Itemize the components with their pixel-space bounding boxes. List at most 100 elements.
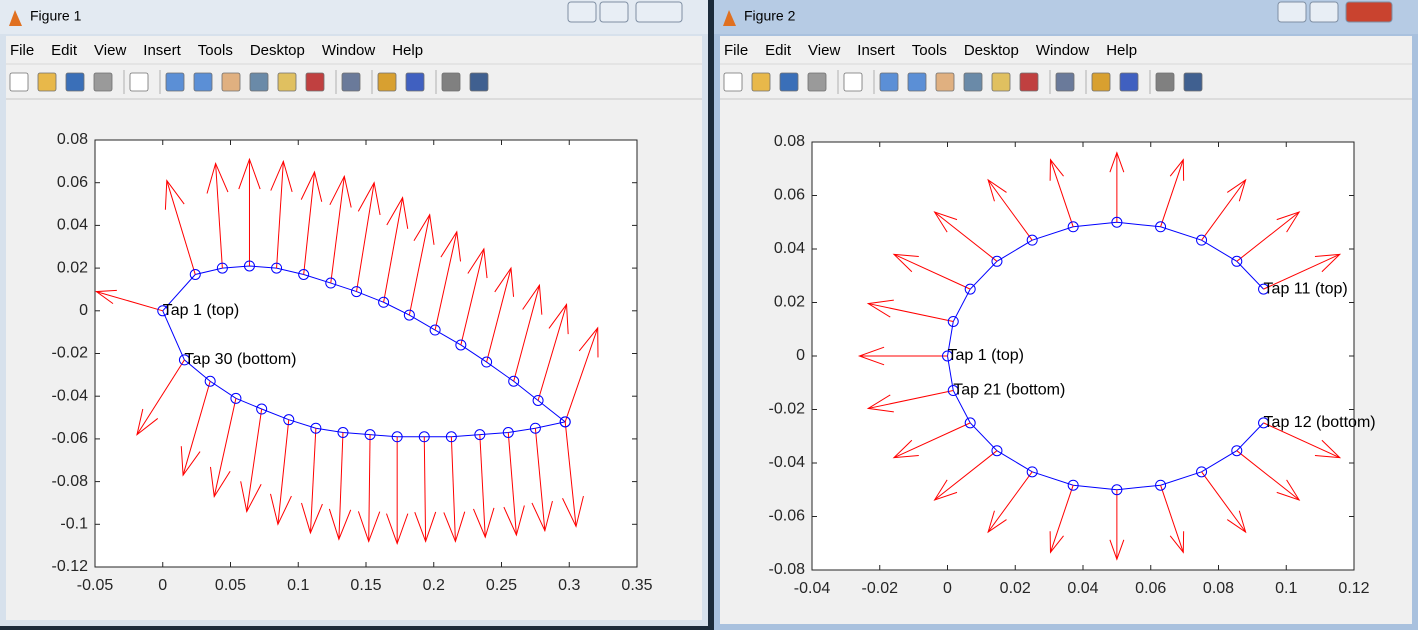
menu-item[interactable]: View bbox=[94, 42, 126, 59]
tap-marker bbox=[964, 417, 976, 429]
toolbar-button[interactable] bbox=[779, 72, 799, 92]
toolbar-button[interactable] bbox=[377, 72, 397, 92]
arrow-shaft bbox=[423, 436, 427, 542]
arrow bbox=[1049, 485, 1074, 554]
arrow-shaft bbox=[537, 304, 568, 401]
arrow bbox=[513, 283, 543, 382]
toolbar-button[interactable] bbox=[277, 72, 297, 92]
y-tick-label: -0.1 bbox=[60, 516, 88, 533]
arrow bbox=[892, 422, 971, 459]
toolbar-button[interactable] bbox=[193, 72, 213, 92]
toolbar-button[interactable] bbox=[1155, 72, 1175, 92]
menu-item[interactable]: Edit bbox=[51, 42, 78, 59]
arrow bbox=[1236, 450, 1301, 501]
arrow bbox=[486, 266, 515, 363]
toolbar-button[interactable] bbox=[341, 72, 361, 92]
toolbar-button[interactable] bbox=[751, 72, 771, 92]
tap-marker bbox=[942, 350, 953, 362]
arrow-head bbox=[933, 479, 958, 501]
menu-item[interactable]: Help bbox=[1106, 42, 1137, 59]
menu-item[interactable]: Edit bbox=[765, 42, 792, 59]
x-tick-label: 0 bbox=[943, 580, 952, 597]
toolbar-button[interactable] bbox=[65, 72, 85, 92]
y-tick-label: 0.04 bbox=[57, 217, 88, 234]
arrow-head bbox=[1109, 539, 1125, 561]
arrow-head bbox=[1169, 158, 1185, 181]
toolbar-button[interactable] bbox=[843, 72, 863, 92]
y-tick-label: 0.06 bbox=[774, 187, 805, 204]
menu-item[interactable]: Help bbox=[392, 42, 423, 59]
tap-marker bbox=[429, 324, 441, 336]
arrow bbox=[1160, 158, 1185, 227]
menu-item[interactable]: File bbox=[724, 42, 748, 59]
y-tick-label: -0.08 bbox=[52, 473, 89, 490]
minimize-button[interactable] bbox=[1277, 1, 1307, 23]
y-tick-label: 0 bbox=[796, 347, 805, 364]
arrow bbox=[1049, 158, 1074, 227]
arrow-shaft bbox=[277, 419, 290, 525]
arrow-shaft bbox=[1160, 485, 1184, 553]
toolbar-button[interactable] bbox=[305, 72, 325, 92]
menu-item[interactable]: Desktop bbox=[250, 42, 305, 59]
toolbar-button[interactable] bbox=[129, 72, 149, 92]
menu-item[interactable]: Tools bbox=[198, 42, 233, 59]
menu-item[interactable]: Insert bbox=[143, 42, 181, 59]
tap-marker bbox=[1258, 417, 1270, 429]
toolbar-button[interactable] bbox=[405, 72, 425, 92]
tap-marker bbox=[481, 356, 493, 368]
toolbar-button[interactable] bbox=[1183, 72, 1203, 92]
arrow bbox=[240, 408, 263, 513]
tap-marker bbox=[508, 375, 520, 387]
toolbar-button[interactable] bbox=[991, 72, 1011, 92]
arrow-shaft bbox=[479, 434, 486, 538]
menu-item[interactable]: View bbox=[808, 42, 840, 59]
toolbar-button[interactable] bbox=[1091, 72, 1111, 92]
toolbar-button[interactable] bbox=[469, 72, 489, 92]
arrow-shaft bbox=[1160, 159, 1184, 227]
arrow-shaft bbox=[893, 422, 971, 459]
toolbar-button[interactable] bbox=[807, 72, 827, 92]
x-tick-label: 0.25 bbox=[486, 577, 517, 594]
maximize-button[interactable] bbox=[1309, 1, 1339, 23]
toolbar-button[interactable] bbox=[441, 72, 461, 92]
close-button[interactable] bbox=[635, 1, 683, 23]
toolbar-button[interactable] bbox=[907, 72, 927, 92]
arrow bbox=[531, 428, 553, 533]
arrow-head bbox=[443, 511, 466, 543]
toolbar-button[interactable] bbox=[1055, 72, 1075, 92]
toolbar-button[interactable] bbox=[723, 72, 743, 92]
arrow-head bbox=[270, 159, 293, 193]
toolbar-button[interactable] bbox=[963, 72, 983, 92]
minimize-button[interactable] bbox=[567, 1, 597, 23]
toolbar-button[interactable] bbox=[879, 72, 899, 92]
menu-item[interactable]: File bbox=[10, 42, 34, 59]
toolbar-button[interactable] bbox=[1019, 72, 1039, 92]
axes: -0.04 -0.02 0 0.02 0.04 0.06 0.08 0.1 0.12 -0.08 -… bbox=[769, 133, 1376, 597]
close-button[interactable] bbox=[1345, 1, 1393, 23]
menu-item[interactable]: Window bbox=[322, 42, 376, 59]
toolbar-button[interactable] bbox=[37, 72, 57, 92]
arrow-shaft bbox=[1263, 253, 1340, 290]
arrow-head bbox=[329, 174, 352, 208]
arrow bbox=[503, 432, 525, 537]
arrow-shaft bbox=[246, 408, 263, 512]
menu-item[interactable]: Desktop bbox=[964, 42, 1019, 59]
arrow-head bbox=[357, 511, 381, 543]
toolbar-button[interactable] bbox=[93, 72, 113, 92]
toolbar-button[interactable] bbox=[935, 72, 955, 92]
arrow-shaft bbox=[434, 231, 458, 331]
annotation: Tap 21 (bottom) bbox=[953, 382, 1065, 399]
menu-item[interactable]: Insert bbox=[857, 42, 895, 59]
toolbar-button[interactable] bbox=[165, 72, 185, 92]
toolbar-button[interactable] bbox=[9, 72, 29, 92]
menu-item[interactable]: Window bbox=[1036, 42, 1090, 59]
window-title: Figure 2 bbox=[744, 8, 796, 24]
tap-marker bbox=[947, 315, 959, 327]
toolbar-button[interactable] bbox=[221, 72, 241, 92]
menu-item[interactable]: Tools bbox=[912, 42, 947, 59]
arrow-shaft bbox=[507, 432, 517, 536]
toolbar-button[interactable] bbox=[1119, 72, 1139, 92]
toolbar-button[interactable] bbox=[249, 72, 269, 92]
maximize-button[interactable] bbox=[599, 1, 629, 23]
